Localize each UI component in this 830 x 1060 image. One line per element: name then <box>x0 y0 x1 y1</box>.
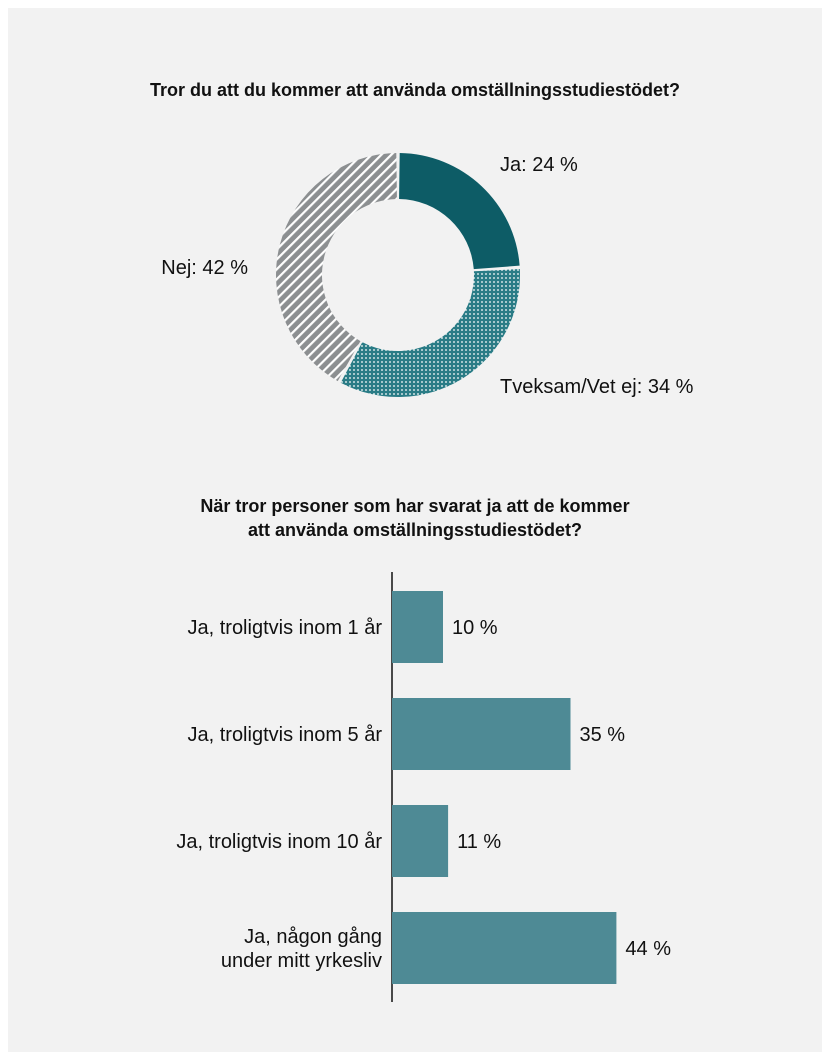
bar-category-label-3: Ja, troligtvis inom 10 år <box>176 831 382 853</box>
bar-3 <box>392 805 449 877</box>
bar-chart: 10 % Ja, troligtvis inom 1 år 35 % Ja, trol… <box>176 572 671 1002</box>
bar-value-label-3: 11 % <box>457 831 501 853</box>
donut-slice-ja <box>399 153 520 270</box>
bar-category-label-2: Ja, troligtvis inom 5 år <box>187 724 382 746</box>
bar-1 <box>392 591 443 663</box>
bar-2 <box>392 698 571 770</box>
bar-value-label-4: 44 % <box>625 938 671 960</box>
bar-4 <box>392 912 617 984</box>
donut-label-nej: Nej: 42 % <box>161 257 248 279</box>
donut-chart-title: Tror du att du kommer att använda omstäl… <box>149 80 681 100</box>
donut-label-ja: Ja: 24 % <box>500 154 578 176</box>
donut-chart: Ja: 24 % Tveksam/Vet ej: 34 % Nej: 42 % <box>161 153 694 398</box>
bar-category-label-1: Ja, troligtvis inom 1 år <box>187 617 382 639</box>
bar-value-label-1: 10 % <box>452 617 498 639</box>
donut-label-tveksam-vet-ej: Tveksam/Vet ej: 34 % <box>500 376 694 398</box>
bar-category-label-4: Ja, någon gång under mitt yrkesliv <box>221 926 382 972</box>
donut-slice-nej <box>276 153 397 382</box>
bar-value-label-2: 35 % <box>580 724 626 746</box>
bar-chart-title: När tror personer som har svarat ja att … <box>200 496 630 540</box>
donut-slice-tveksam-vet-ej <box>340 269 521 397</box>
